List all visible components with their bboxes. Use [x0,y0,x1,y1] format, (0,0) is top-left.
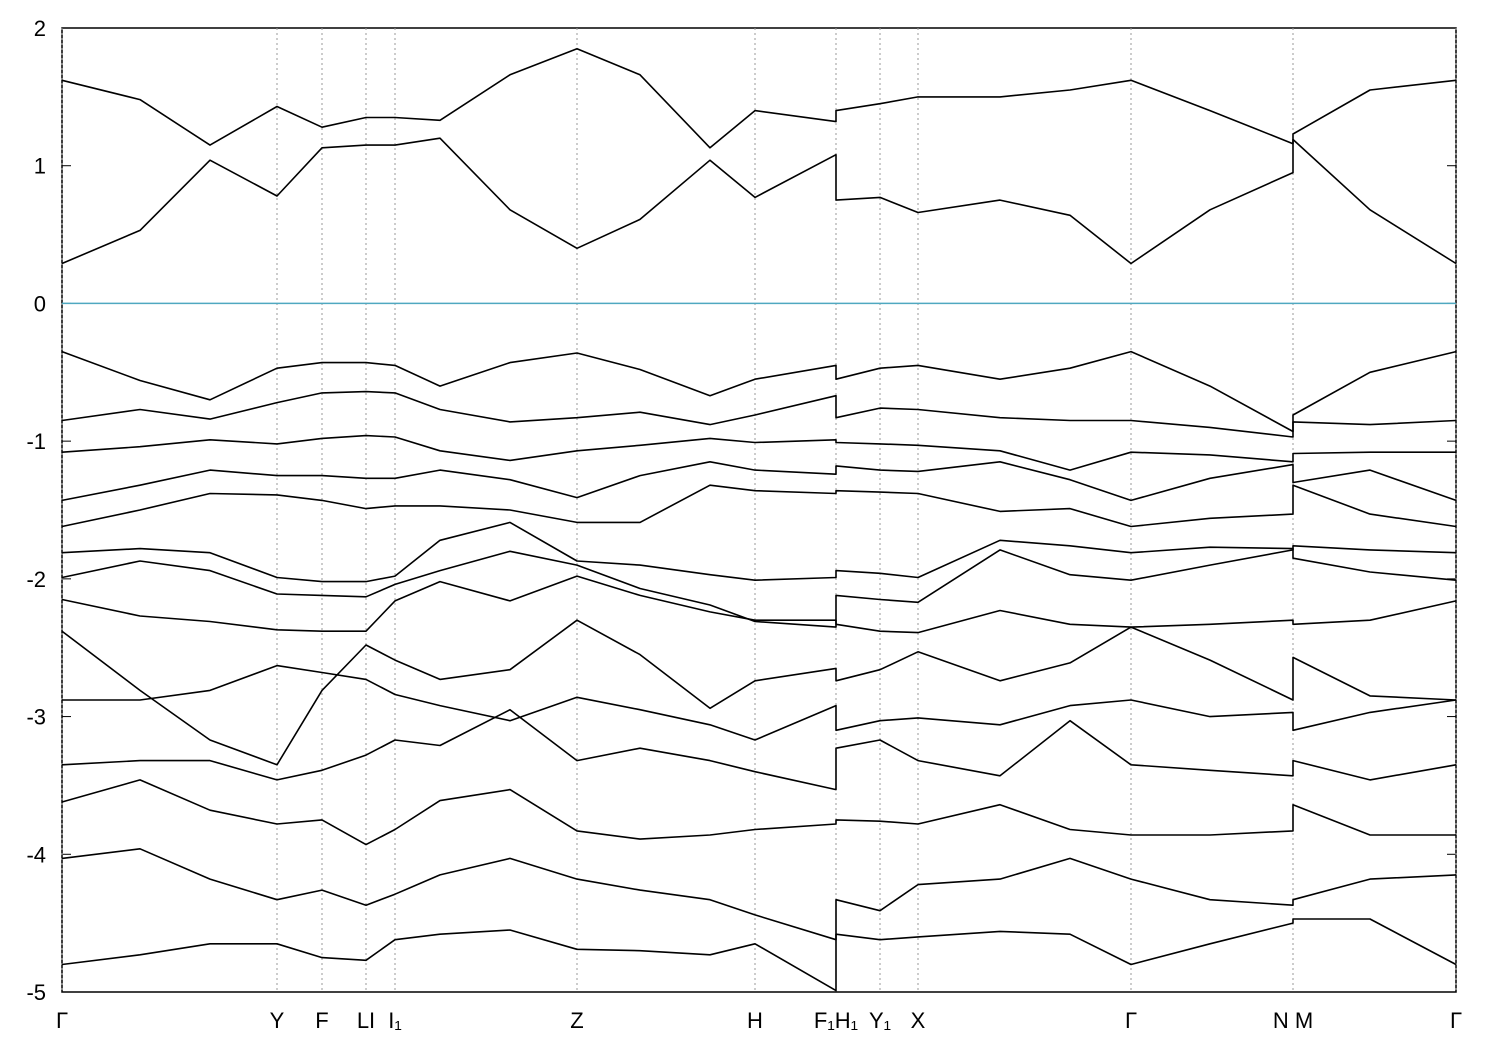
x-tick-label: F₁H₁ [814,1008,858,1033]
plot-frame [61,27,1457,993]
band-line [61,848,1457,941]
y-tick-label: 0 [34,291,46,316]
y-tick-label: 1 [34,154,46,179]
x-tick-label: Γ [56,1008,68,1033]
band-line [61,619,1457,766]
band-line [62,664,1457,741]
x-tick-label: N M [1273,1008,1313,1033]
band-line [61,575,1457,634]
x-tick-label: Y [270,1008,285,1033]
y-tick-label: 2 [34,16,46,41]
x-tick-label: I₁ [388,1008,402,1033]
band-line [61,434,1456,471]
band-line [61,484,1457,528]
band-line [61,521,1457,583]
x-tick-label: Y₁ [869,1008,891,1033]
y-tick-label: -1 [26,429,46,454]
band-line [61,350,1457,433]
band-line [61,779,1456,846]
band-line [61,47,1457,149]
x-tick-label: H [747,1008,763,1033]
y-tick-label: -2 [26,567,46,592]
band-line [61,708,1457,791]
band-line [61,137,1457,265]
x-tick-label: Z [570,1008,583,1033]
y-tick-label: -5 [26,980,46,1005]
x-tick-label: X [911,1008,926,1033]
y-tick-label: -4 [26,842,46,867]
band-line [61,918,1457,992]
x-tick-label: Γ [1125,1008,1137,1033]
x-tick-label: Γ [1450,1008,1462,1033]
band-line [61,545,1457,628]
x-tick-label: LI [357,1008,375,1033]
band-line [61,390,1457,438]
band-line [61,461,1457,502]
y-tick-label: -3 [26,705,46,730]
x-tick-label: F [315,1008,328,1033]
